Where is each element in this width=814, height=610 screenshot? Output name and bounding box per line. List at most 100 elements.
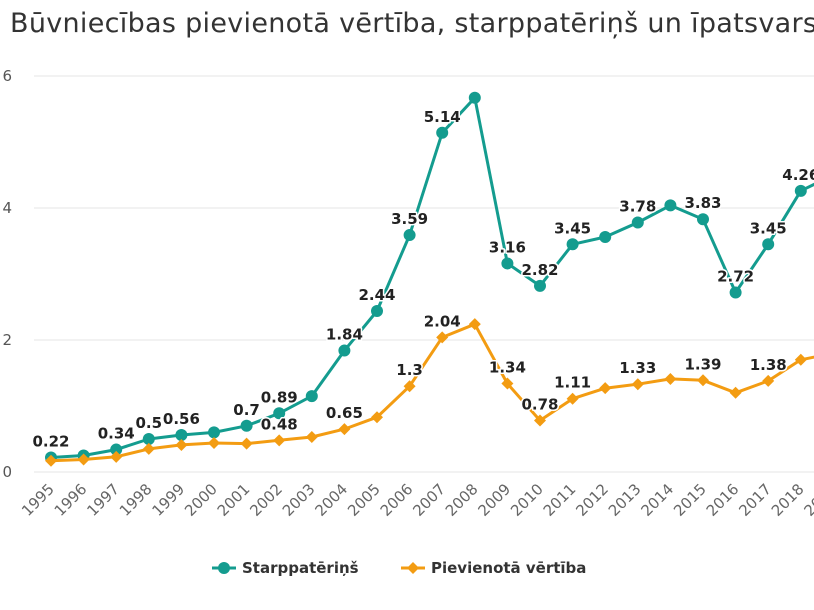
data-point[interactable] <box>664 372 677 385</box>
data-label: 1.34 <box>489 359 526 377</box>
data-point[interactable] <box>501 377 514 390</box>
data-point[interactable] <box>566 238 579 251</box>
x-tick-label: 2018 <box>768 480 808 520</box>
data-label: 0.7 <box>233 401 260 419</box>
data-point[interactable] <box>240 419 253 432</box>
data-point[interactable] <box>631 378 644 391</box>
grid-lines <box>34 75 814 473</box>
legend-label: Starppatēriņš <box>242 559 359 577</box>
data-point[interactable] <box>110 450 123 463</box>
data-point[interactable] <box>762 374 775 387</box>
data-label: 3.16 <box>489 238 526 256</box>
data-point[interactable] <box>794 353 807 366</box>
legend-diamond-icon <box>401 562 425 574</box>
data-label: 2.44 <box>358 286 395 304</box>
data-label: 3.83 <box>684 194 721 212</box>
data-point[interactable] <box>77 453 90 466</box>
data-point[interactable] <box>142 433 155 445</box>
data-point[interactable] <box>273 407 286 420</box>
data-point[interactable] <box>305 390 318 403</box>
data-point[interactable] <box>338 344 351 357</box>
data-point[interactable] <box>729 286 742 299</box>
data-label: 0.65 <box>326 404 363 422</box>
data-point[interactable] <box>240 437 253 450</box>
data-point[interactable] <box>273 434 286 447</box>
data-point[interactable] <box>110 443 123 456</box>
chart-title: Būvniecības pievienotā vērtība, starppat… <box>10 8 814 39</box>
x-tick-label: 2001 <box>214 480 254 520</box>
legend-label: Pievienotā vērtība <box>431 559 587 577</box>
x-tick-label: 2017 <box>735 480 775 520</box>
legend-item-pievienota-vertiba[interactable]: Pievienotā vērtība <box>401 556 586 580</box>
data-point[interactable] <box>338 423 351 436</box>
legend: Starppatēriņš Pievienotā vērtība <box>0 556 814 580</box>
data-point[interactable] <box>697 213 709 226</box>
series-group <box>45 91 814 467</box>
data-point[interactable] <box>371 411 383 424</box>
data-point[interactable] <box>794 184 807 197</box>
series-pievienota-vertiba <box>45 318 814 467</box>
data-label: 0.56 <box>163 410 200 428</box>
x-tick-label: 2019 <box>800 480 814 520</box>
data-label: 3.45 <box>750 219 787 237</box>
data-point[interactable] <box>599 382 612 395</box>
x-tick-label: 1997 <box>83 480 123 520</box>
x-tick-label: 2002 <box>246 480 286 520</box>
y-tick-label: 4 <box>2 199 12 217</box>
data-point[interactable] <box>631 216 644 229</box>
data-label: 1.38 <box>750 356 787 374</box>
data-point[interactable] <box>175 438 188 451</box>
data-point[interactable] <box>729 386 742 399</box>
x-tick-label: 2006 <box>377 480 417 520</box>
x-tick-label: 2016 <box>703 480 743 520</box>
data-point[interactable] <box>468 318 481 331</box>
data-label: 3.78 <box>619 198 656 216</box>
x-tick-label: 1999 <box>148 480 188 520</box>
data-point[interactable] <box>501 257 514 270</box>
x-tick-label: 1995 <box>18 480 58 520</box>
x-axis: 1995199619971998199920002001200220032004… <box>18 480 814 520</box>
data-point[interactable] <box>208 426 220 439</box>
x-tick-label: 2014 <box>637 480 677 520</box>
data-point[interactable] <box>762 238 775 251</box>
data-label: 0.34 <box>98 425 135 443</box>
data-label: 2.72 <box>717 267 754 285</box>
x-tick-label: 2015 <box>670 480 710 520</box>
data-point[interactable] <box>599 231 612 244</box>
y-tick-label: 0 <box>2 463 12 481</box>
data-point[interactable] <box>208 436 220 449</box>
data-point[interactable] <box>403 229 416 242</box>
data-label: 3.45 <box>554 219 591 237</box>
data-point[interactable] <box>403 380 416 393</box>
y-tick-label: 6 <box>2 67 12 85</box>
x-tick-label: 1998 <box>116 480 156 520</box>
data-point[interactable] <box>468 91 481 104</box>
data-label: 3.59 <box>391 210 428 228</box>
series-line <box>50 96 814 459</box>
data-point[interactable] <box>664 199 677 212</box>
series-starpaterins <box>45 91 814 464</box>
data-point[interactable] <box>371 304 383 317</box>
data-point[interactable] <box>45 454 57 467</box>
data-label: 1.39 <box>684 355 721 373</box>
data-label: 1.11 <box>554 374 591 392</box>
data-point[interactable] <box>436 126 449 139</box>
data-point[interactable] <box>142 442 155 455</box>
legend-item-starpaterins[interactable]: Starppatēriņš <box>212 556 359 580</box>
data-point[interactable] <box>534 279 546 292</box>
data-point[interactable] <box>436 331 449 344</box>
data-point[interactable] <box>175 429 188 442</box>
data-point[interactable] <box>305 431 318 444</box>
data-point[interactable] <box>566 392 579 405</box>
x-tick-label: 2008 <box>442 480 482 520</box>
data-label: 1.33 <box>619 359 656 377</box>
x-tick-label: 2005 <box>344 480 384 520</box>
data-point[interactable] <box>534 414 546 427</box>
data-labels: 0.22 0.340.5 0.56 0.70.89 1.84 2.44 3.59 5.14 3.… <box>31 106 814 452</box>
data-label: 1.84 <box>326 326 363 344</box>
x-tick-label: 2000 <box>181 480 221 520</box>
data-label: 0.22 <box>32 432 69 450</box>
data-point[interactable] <box>697 374 709 387</box>
x-tick-label: 2010 <box>507 480 547 520</box>
y-tick-label: 2 <box>2 331 12 349</box>
